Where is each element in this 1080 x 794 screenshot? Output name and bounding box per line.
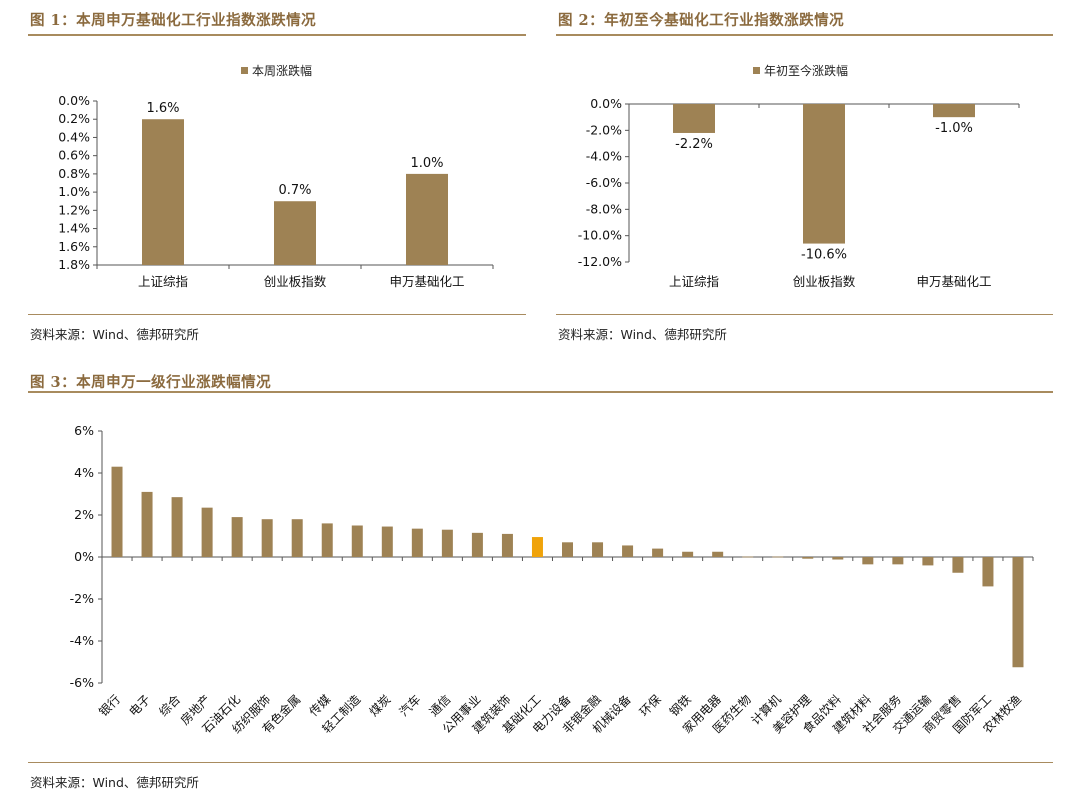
y-tick-label: 0.8%: [58, 166, 90, 181]
bar: [531, 537, 543, 557]
fig1-source-rule: [28, 314, 526, 315]
y-tick-label: -10.0%: [578, 228, 622, 243]
bar: [682, 551, 694, 557]
category-label: 申万基础化工: [389, 274, 464, 289]
y-tick-label: 2%: [74, 507, 94, 522]
data-label: -10.6%: [801, 248, 847, 263]
legend-swatch: [241, 67, 248, 74]
y-tick-label: 6%: [74, 423, 94, 438]
bar: [652, 548, 664, 557]
fig2-chart: 年初至今涨跌幅 0.0% -2.0% -4.0% -6.0% -8.0% -10.0% -12…: [578, 63, 1020, 289]
fig3-source-rule: [28, 762, 1053, 763]
bar: [201, 507, 213, 557]
fig1-title-rule: [28, 34, 526, 36]
y-tick-label: 0%: [74, 549, 94, 564]
data-label: -2.2%: [675, 137, 713, 152]
y-tick-label: 1.2%: [58, 202, 90, 217]
y-tick-label: 1.6%: [58, 239, 90, 254]
bar: [803, 104, 845, 244]
y-tick-label: -2%: [70, 591, 94, 606]
bar: [441, 529, 453, 557]
y-tick-label: 0.0%: [58, 93, 90, 108]
fig3-title-rule: [28, 391, 1053, 393]
category-label: 上证综指: [138, 274, 188, 289]
bar: [802, 557, 814, 559]
bar: [471, 532, 483, 557]
legend-swatch: [753, 67, 760, 74]
y-tick-label: -6%: [70, 675, 94, 690]
bar: [982, 557, 994, 587]
bar: [171, 497, 183, 557]
fig1-chart: 本周涨跌幅 0.0% 0.2% 0.4% 0.6% 0.8% 1.0% 1.2% 1.4% 1.6…: [58, 63, 494, 289]
bar: [291, 519, 303, 557]
y-tick-label: 1.4%: [58, 221, 90, 236]
category-label: 申万基础化工: [916, 274, 991, 289]
y-tick-label: 1.8%: [58, 257, 90, 272]
bar: [111, 466, 123, 557]
category-label: 上证综指: [669, 274, 719, 289]
bar: [562, 542, 573, 557]
y-tick-label: -8.0%: [586, 201, 622, 216]
fig1-title: 图 1：本周申万基础化工行业指数涨跌情况: [30, 12, 317, 29]
bar: [742, 556, 754, 558]
category-label: 环保: [637, 692, 664, 719]
fig2-title: 图 2：年初至今基础化工行业指数涨跌情况: [558, 12, 845, 29]
bar: [142, 119, 184, 265]
category-label: 银行: [96, 692, 123, 719]
bar: [592, 542, 604, 557]
bar: [274, 201, 316, 265]
fig3-source: 资料来源：Wind、德邦研究所: [30, 775, 199, 790]
bar: [411, 528, 423, 557]
fig2-title-rule: [556, 34, 1053, 36]
y-tick-label: -4%: [70, 633, 94, 648]
category-label: 创业板指数: [793, 274, 856, 289]
bar: [952, 557, 964, 573]
bar: [1012, 557, 1024, 668]
data-label: 0.7%: [278, 183, 311, 198]
bar: [261, 519, 273, 557]
bar: [862, 557, 874, 565]
y-tick-label: 0.0%: [590, 96, 622, 111]
category-label: 传媒: [306, 692, 334, 720]
category-label: 创业板指数: [264, 274, 327, 289]
bar: [772, 556, 784, 558]
y-tick-label: 0.2%: [58, 111, 90, 126]
bar: [622, 545, 634, 557]
y-tick-label: 1.0%: [58, 184, 90, 199]
bar: [832, 557, 844, 560]
data-label: -1.0%: [935, 121, 973, 136]
y-tick-label: -12.0%: [578, 254, 622, 269]
legend-label: 年初至今涨跌幅: [764, 63, 848, 78]
fig1-source: 资料来源：Wind、德邦研究所: [30, 327, 199, 342]
bar: [141, 491, 153, 557]
bar: [712, 551, 724, 557]
legend-label: 本周涨跌幅: [252, 63, 312, 78]
category-label: 综合: [156, 692, 184, 720]
bar: [321, 523, 333, 557]
bar: [933, 104, 975, 118]
y-tick-label: 4%: [74, 465, 94, 480]
bar: [406, 173, 448, 265]
category-label: 电子: [126, 692, 153, 719]
y-tick-label: 0.6%: [58, 148, 90, 163]
bar: [501, 533, 513, 557]
y-tick-label: -6.0%: [586, 175, 622, 190]
bar: [673, 104, 715, 133]
bar: [922, 557, 934, 566]
category-label: 煤炭: [367, 692, 394, 719]
bar: [892, 557, 904, 565]
fig2-source-rule: [556, 314, 1053, 315]
fig2-source: 资料来源：Wind、德邦研究所: [558, 327, 727, 342]
data-label: 1.6%: [146, 101, 179, 116]
bar: [351, 525, 363, 557]
data-label: 1.0%: [410, 156, 443, 171]
bar: [231, 517, 243, 557]
category-label: 汽车: [396, 692, 424, 720]
y-tick-label: -4.0%: [586, 149, 622, 164]
fig3-title: 图 3：本周申万一级行业涨跌幅情况: [30, 374, 272, 391]
y-tick-label: 0.4%: [58, 129, 90, 144]
y-tick-label: -2.0%: [586, 122, 622, 137]
bar: [381, 526, 393, 557]
